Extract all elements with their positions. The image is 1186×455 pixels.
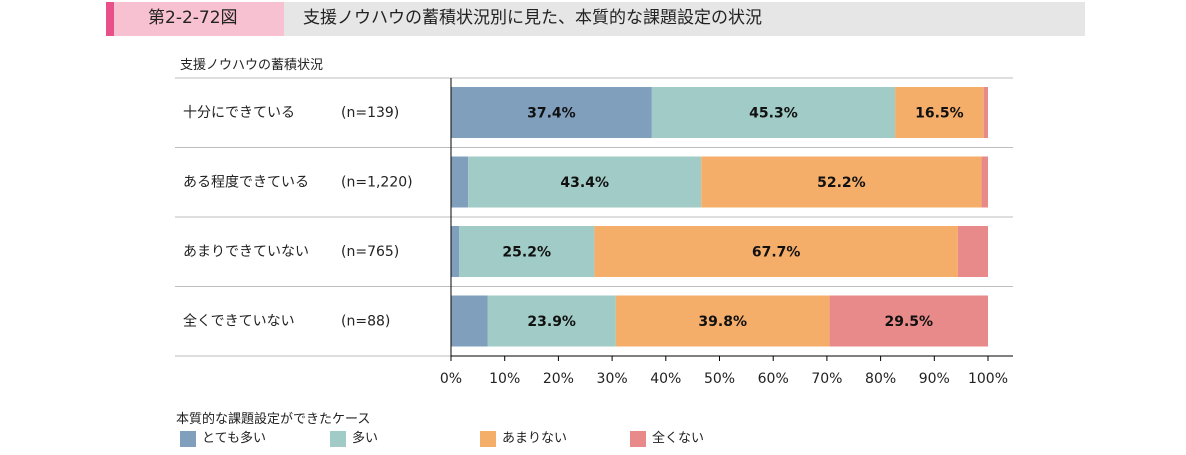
bar-segment — [983, 87, 988, 138]
data-label: 67.7% — [752, 245, 801, 261]
bar-segment — [829, 295, 988, 347]
legend-title: 本質的な課題設定ができたケース — [176, 412, 371, 427]
legend-label: 全くない — [652, 431, 705, 446]
legend-label: あまりない — [502, 431, 568, 446]
bar-segment — [468, 156, 702, 208]
data-label: 23.9% — [527, 314, 576, 330]
x-tick-label: 70% — [811, 371, 842, 387]
bar-segment — [957, 226, 988, 277]
legend-item-many: 多い — [330, 430, 460, 448]
x-tick-label: 30% — [597, 371, 628, 387]
bar-segment — [459, 226, 595, 277]
sample-size-label: (n=1,220) — [341, 174, 413, 190]
data-label: 52.2% — [817, 175, 866, 191]
bar-segment — [615, 295, 830, 347]
category-label: あまりできていない — [183, 244, 309, 260]
category-label: 全くできていない — [183, 312, 295, 329]
x-tick-label: 50% — [704, 371, 735, 387]
legend-item-none: 全くない — [630, 430, 760, 448]
legend-swatch — [180, 431, 196, 447]
data-label: 16.5% — [915, 106, 964, 122]
x-tick-label: 80% — [865, 371, 896, 387]
x-tick-label: 40% — [650, 371, 681, 387]
bar-segment — [451, 295, 488, 347]
legend-item-very-many: とても多い — [180, 430, 310, 448]
figure-number-tag — [114, 2, 284, 36]
data-label: 29.5% — [885, 314, 934, 330]
data-label: 45.3% — [749, 106, 798, 122]
x-tick-label: 90% — [919, 371, 950, 387]
sample-size-label: (n=765) — [341, 244, 399, 260]
x-tick-label: 10% — [489, 371, 520, 387]
legend-label: 多い — [352, 431, 379, 446]
bar-segment — [651, 87, 896, 138]
row-axis-label: 支援ノウハウの蓄積状況 — [180, 58, 324, 73]
legend-swatch — [330, 431, 346, 447]
bar-segment — [895, 87, 984, 138]
bar-segment — [701, 156, 982, 208]
x-tick-label: 0% — [440, 371, 462, 387]
sample-size-label: (n=139) — [341, 105, 399, 121]
bar-segment — [594, 226, 958, 277]
x-tick-label: 60% — [758, 371, 789, 387]
legend-swatch — [480, 431, 496, 447]
legend-label: とても多い — [202, 431, 266, 446]
bar-segment — [451, 87, 652, 138]
bar-segment — [451, 226, 460, 277]
bar-segment — [487, 295, 616, 347]
legend-item-few: あまりない — [480, 430, 610, 448]
category-label: 十分にできている — [183, 105, 295, 121]
data-label: 37.4% — [527, 106, 576, 122]
bar-segment — [451, 156, 469, 208]
data-label: 43.4% — [560, 175, 609, 191]
x-tick-label: 20% — [543, 371, 574, 387]
sample-size-label: (n=88) — [341, 313, 390, 329]
figure-number: 第2-2-72図 — [148, 8, 238, 28]
legend-swatch — [630, 431, 646, 447]
data-label: 25.2% — [502, 245, 551, 261]
bar-segment — [981, 156, 988, 208]
x-tick-label: 100% — [968, 371, 1008, 387]
category-label: ある程度できている — [183, 174, 309, 190]
header-accent-bar — [106, 2, 114, 36]
data-label: 39.8% — [698, 314, 747, 330]
figure-title: 支援ノウハウの蓄積状況別に見た、本質的な課題設定の状況 — [303, 8, 762, 28]
